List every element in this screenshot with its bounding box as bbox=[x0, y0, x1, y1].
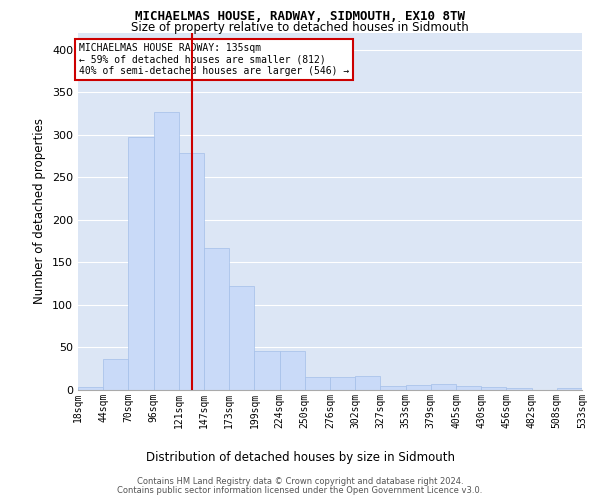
Bar bbox=[305, 377, 330, 390]
Text: Contains HM Land Registry data © Crown copyright and database right 2024.: Contains HM Land Registry data © Crown c… bbox=[137, 477, 463, 486]
Text: Size of property relative to detached houses in Sidmouth: Size of property relative to detached ho… bbox=[131, 21, 469, 34]
Text: MICHAELMAS HOUSE RADWAY: 135sqm
← 59% of detached houses are smaller (812)
40% o: MICHAELMAS HOUSE RADWAY: 135sqm ← 59% of… bbox=[79, 42, 350, 76]
Bar bbox=[179, 154, 204, 390]
Bar bbox=[254, 351, 280, 390]
Text: MICHAELMAS HOUSE, RADWAY, SIDMOUTH, EX10 8TW: MICHAELMAS HOUSE, RADWAY, SIDMOUTH, EX10… bbox=[135, 10, 465, 23]
Bar bbox=[229, 286, 254, 390]
Bar bbox=[330, 377, 355, 390]
Bar bbox=[204, 248, 229, 390]
Bar bbox=[78, 386, 103, 390]
Bar bbox=[154, 112, 179, 390]
Text: Distribution of detached houses by size in Sidmouth: Distribution of detached houses by size … bbox=[146, 451, 455, 464]
Bar bbox=[406, 385, 431, 390]
Bar bbox=[431, 384, 456, 390]
Y-axis label: Number of detached properties: Number of detached properties bbox=[34, 118, 46, 304]
Bar bbox=[380, 386, 406, 390]
Bar bbox=[280, 351, 305, 390]
Bar bbox=[128, 137, 154, 390]
Bar bbox=[557, 388, 582, 390]
Text: Contains public sector information licensed under the Open Government Licence v3: Contains public sector information licen… bbox=[118, 486, 482, 495]
Bar bbox=[355, 376, 380, 390]
Bar bbox=[481, 388, 506, 390]
Bar bbox=[456, 386, 481, 390]
Bar bbox=[103, 358, 128, 390]
Bar bbox=[506, 388, 532, 390]
